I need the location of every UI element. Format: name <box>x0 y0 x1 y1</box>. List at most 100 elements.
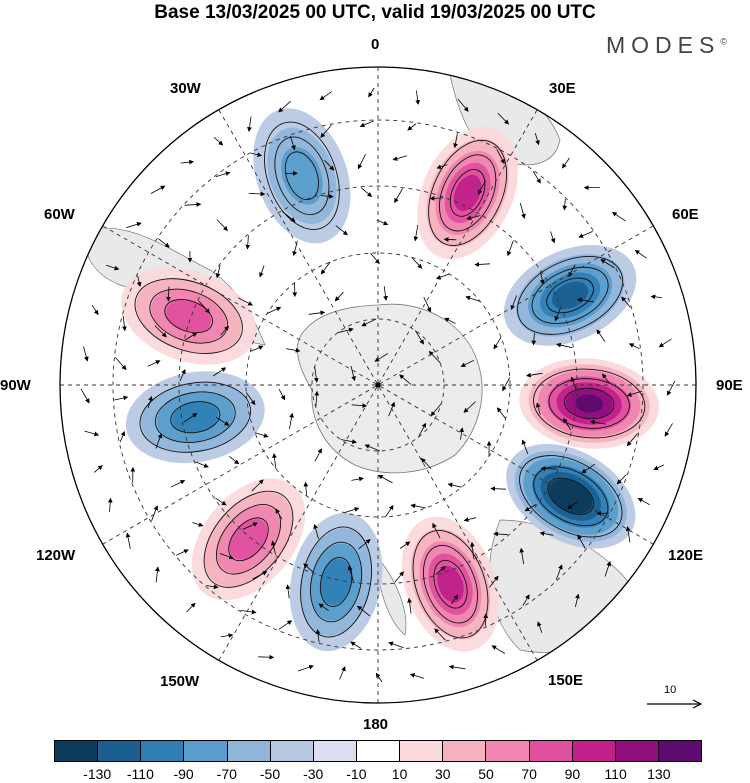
wind-vector <box>195 461 209 468</box>
streamline-negative-120e <box>519 455 623 538</box>
wind-vector <box>376 219 389 226</box>
wind-vector <box>83 346 89 362</box>
wind-vector <box>155 433 163 449</box>
wind-vector <box>318 603 329 612</box>
wind-vector <box>602 373 610 384</box>
streamline-negative-100w <box>170 401 221 434</box>
wind-vector <box>463 517 477 522</box>
wind-vector <box>292 240 298 257</box>
lon-label-150w: 150W <box>160 673 200 690</box>
wind-vector <box>417 422 427 438</box>
wind-vector <box>271 540 276 555</box>
wind-vector <box>496 149 505 165</box>
wind-vector <box>524 504 537 512</box>
wind-vector <box>429 195 443 201</box>
wind-vector <box>170 480 186 488</box>
lon-label-180: 180 <box>363 716 389 733</box>
wind-vector <box>411 257 423 269</box>
wind-vector <box>650 294 662 300</box>
wind-vector <box>420 457 432 469</box>
streamline-negative-170w <box>319 557 353 607</box>
colorbar-tick-label: -130 <box>83 766 112 782</box>
wind-vector <box>506 240 514 257</box>
streamline-positive-90e <box>548 378 630 429</box>
wind-vector <box>251 152 263 158</box>
colorbar-segment <box>615 741 659 761</box>
streamline-negative-20w <box>264 121 340 230</box>
colorbar-segment <box>658 741 702 761</box>
wind-vector <box>215 171 231 177</box>
wind-vector <box>180 159 194 165</box>
wind-vector <box>428 350 441 364</box>
streamline-positive-90e <box>533 368 646 439</box>
wind-vector <box>634 249 647 259</box>
wind-vector <box>166 286 171 302</box>
wind-vector <box>347 565 354 582</box>
colorbar-segment <box>184 741 228 761</box>
wind-vector <box>216 219 228 231</box>
wind-vector <box>80 388 90 404</box>
wind-vector <box>351 476 364 482</box>
wind-vector <box>626 433 638 447</box>
lon-label-0: 0 <box>371 36 380 53</box>
wind-vector <box>596 329 606 342</box>
wind-vector <box>519 547 525 565</box>
wind-vector <box>466 215 481 221</box>
map-border <box>59 66 697 704</box>
wind-vector <box>521 439 529 455</box>
colorbar-segment <box>141 741 185 761</box>
wind-vector <box>457 98 469 112</box>
wind-vector <box>125 221 142 229</box>
wind-vector <box>119 430 126 443</box>
colorbar-tick-label: -30 <box>303 766 324 782</box>
wind-vector <box>444 317 456 324</box>
lon-label-30w: 30W <box>170 80 201 97</box>
lon-label-90e: 90E <box>716 377 743 394</box>
wind-vector <box>155 566 160 583</box>
land-new-zealand <box>377 559 407 636</box>
wind-vector <box>308 310 326 316</box>
anomaly-contour-negative-170w <box>320 558 352 606</box>
wind-vector <box>357 154 366 170</box>
wind-vector <box>356 605 371 617</box>
wind-vector <box>621 296 631 308</box>
wind-vector <box>490 486 507 492</box>
colorbar <box>54 740 702 762</box>
wind-vector <box>423 297 432 313</box>
wind-vector <box>297 664 314 672</box>
wind-vector <box>555 564 563 580</box>
streamline-negative-170w <box>310 541 363 623</box>
brand-copyright: © <box>720 36 727 47</box>
wind-vector <box>616 474 627 485</box>
anomaly-layer <box>121 108 660 652</box>
anomaly-contour-positive-30e <box>453 174 482 211</box>
wind-vector <box>436 164 448 170</box>
wind-vector <box>176 549 189 556</box>
colorbar-segment <box>270 741 314 761</box>
colorbar-segment <box>529 741 573 761</box>
streamline-negative-170w <box>300 526 372 638</box>
wind-vector <box>432 522 441 539</box>
wind-vector <box>570 376 577 390</box>
colorbar-tick-label: 10 <box>391 766 408 782</box>
colorbar-tick-label: -90 <box>173 766 194 782</box>
wind-vector <box>258 654 275 660</box>
lon-label-60e: 60E <box>672 206 699 223</box>
wind-vector <box>410 503 426 509</box>
wind-vector <box>334 291 344 302</box>
wind-vector <box>448 664 466 670</box>
wind-vector <box>360 187 373 198</box>
wind-vector <box>122 315 127 332</box>
wind-vector <box>361 318 377 327</box>
wind-vector <box>350 365 356 382</box>
wind-vector <box>229 456 240 465</box>
wind-vector <box>364 444 381 452</box>
wind-vector <box>407 597 412 614</box>
wind-vector <box>184 202 202 207</box>
wind-vector-layer <box>80 87 676 683</box>
wind-vector <box>282 211 296 222</box>
wind-vector <box>388 641 404 649</box>
wind-vector <box>114 395 129 401</box>
wind-vector <box>240 609 257 615</box>
wind-vector <box>320 261 331 275</box>
